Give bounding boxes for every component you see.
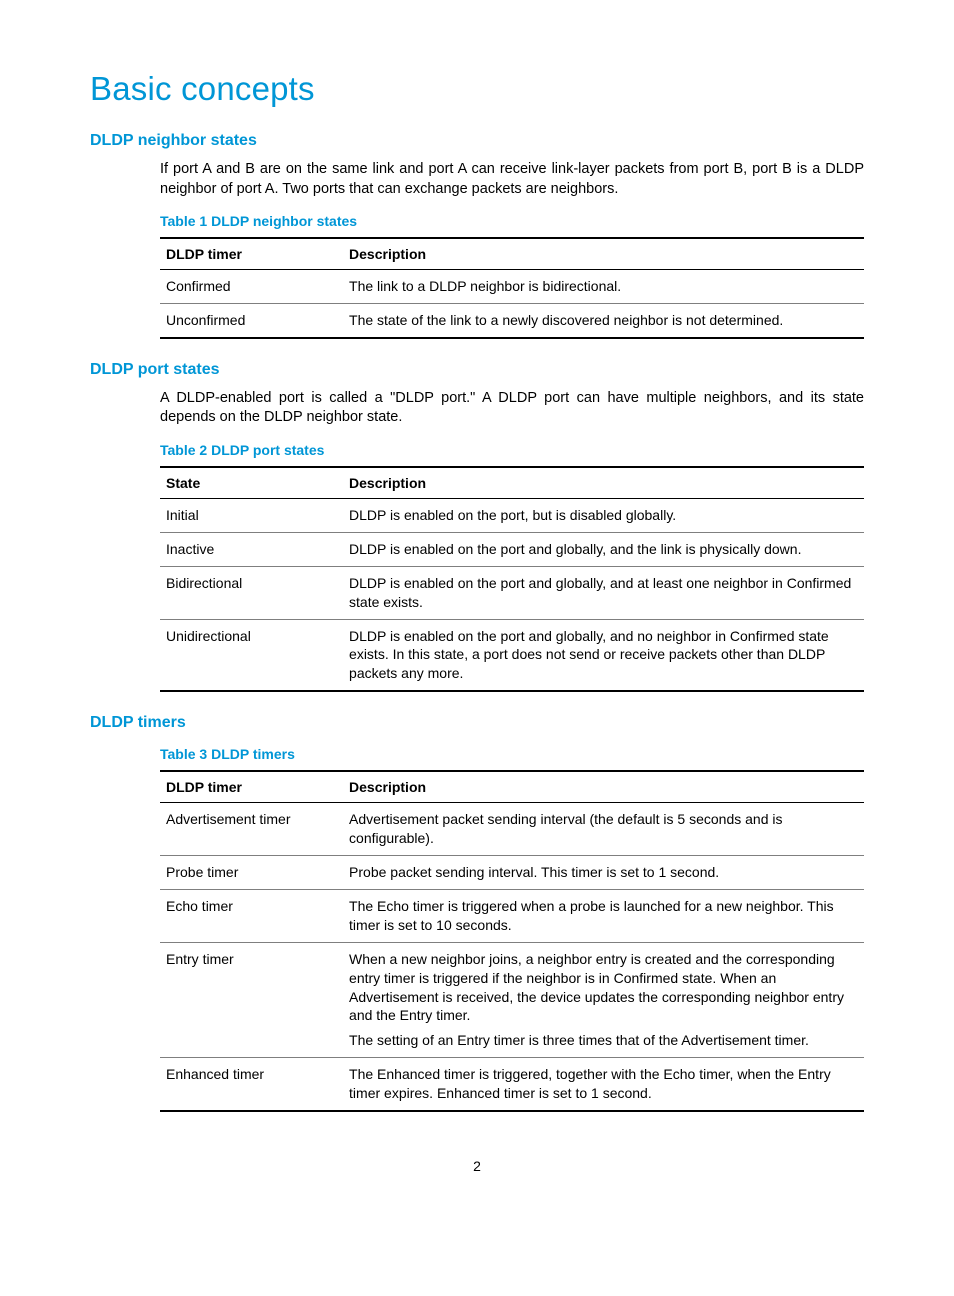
table-caption: Table 2 DLDP port states (160, 442, 864, 458)
page-number: 2 (90, 1158, 864, 1174)
table-cell: Probe timer (160, 856, 343, 890)
section-heading: DLDP neighbor states (90, 132, 864, 150)
table-row: Advertisement timerAdvertisement packet … (160, 803, 864, 856)
table-row: UnidirectionalDLDP is enabled on the por… (160, 619, 864, 691)
data-table: StateDescriptionInitialDLDP is enabled o… (160, 466, 864, 692)
table-cell: DLDP is enabled on the port and globally… (343, 532, 864, 566)
table-cell: Entry timer (160, 942, 343, 1057)
table-cell: Echo timer (160, 889, 343, 942)
table-row: InactiveDLDP is enabled on the port and … (160, 532, 864, 566)
section-heading: DLDP port states (90, 361, 864, 379)
body-paragraph: A DLDP-enabled port is called a "DLDP po… (160, 389, 864, 428)
table-header-cell: Description (343, 771, 864, 803)
table-header-row: StateDescription (160, 467, 864, 499)
table-header-row: DLDP timerDescription (160, 238, 864, 270)
table-row: Entry timerWhen a new neighbor joins, a … (160, 942, 864, 1057)
table-cell: DLDP is enabled on the port and globally… (343, 566, 864, 619)
table-caption: Table 3 DLDP timers (160, 746, 864, 762)
data-table: DLDP timerDescriptionConfirmedThe link t… (160, 237, 864, 339)
data-table: DLDP timerDescriptionAdvertisement timer… (160, 770, 864, 1112)
table-cell: The state of the link to a newly discove… (343, 304, 864, 338)
table-cell: Bidirectional (160, 566, 343, 619)
table-header-cell: Description (343, 238, 864, 270)
table-cell: The link to a DLDP neighbor is bidirecti… (343, 270, 864, 304)
table-row: InitialDLDP is enabled on the port, but … (160, 499, 864, 533)
table-cell: When a new neighbor joins, a neighbor en… (343, 942, 864, 1057)
body-paragraph: If port A and B are on the same link and… (160, 160, 864, 199)
table-cell: Probe packet sending interval. This time… (343, 856, 864, 890)
table-caption: Table 1 DLDP neighbor states (160, 213, 864, 229)
table-header-cell: DLDP timer (160, 771, 343, 803)
table-cell: DLDP is enabled on the port and globally… (343, 619, 864, 691)
page-title: Basic concepts (90, 70, 864, 108)
table-row: UnconfirmedThe state of the link to a ne… (160, 304, 864, 338)
table-row: BidirectionalDLDP is enabled on the port… (160, 566, 864, 619)
table-header-cell: State (160, 467, 343, 499)
table-cell-line: When a new neighbor joins, a neighbor en… (349, 950, 858, 1026)
section-body: A DLDP-enabled port is called a "DLDP po… (160, 389, 864, 692)
table-row: Probe timerProbe packet sending interval… (160, 856, 864, 890)
document-sections: DLDP neighbor states If port A and B are … (90, 132, 864, 1112)
table-cell: Enhanced timer (160, 1058, 343, 1111)
section-body: Table 3 DLDP timers DLDP timerDescription… (160, 746, 864, 1112)
table-cell: Inactive (160, 532, 343, 566)
table-cell: Advertisement packet sending interval (t… (343, 803, 864, 856)
section-heading: DLDP timers (90, 714, 864, 732)
table-cell: Advertisement timer (160, 803, 343, 856)
table-header-cell: Description (343, 467, 864, 499)
table-cell: Confirmed (160, 270, 343, 304)
table-header-cell: DLDP timer (160, 238, 343, 270)
table-cell: Unconfirmed (160, 304, 343, 338)
table-header-row: DLDP timerDescription (160, 771, 864, 803)
table-cell-line: The setting of an Entry timer is three t… (349, 1025, 858, 1050)
table-row: Enhanced timerThe Enhanced timer is trig… (160, 1058, 864, 1111)
table-cell: Unidirectional (160, 619, 343, 691)
table-cell: DLDP is enabled on the port, but is disa… (343, 499, 864, 533)
table-cell: The Enhanced timer is triggered, togethe… (343, 1058, 864, 1111)
table-cell: The Echo timer is triggered when a probe… (343, 889, 864, 942)
section-body: If port A and B are on the same link and… (160, 160, 864, 339)
table-cell: Initial (160, 499, 343, 533)
table-row: Echo timerThe Echo timer is triggered wh… (160, 889, 864, 942)
table-row: ConfirmedThe link to a DLDP neighbor is … (160, 270, 864, 304)
